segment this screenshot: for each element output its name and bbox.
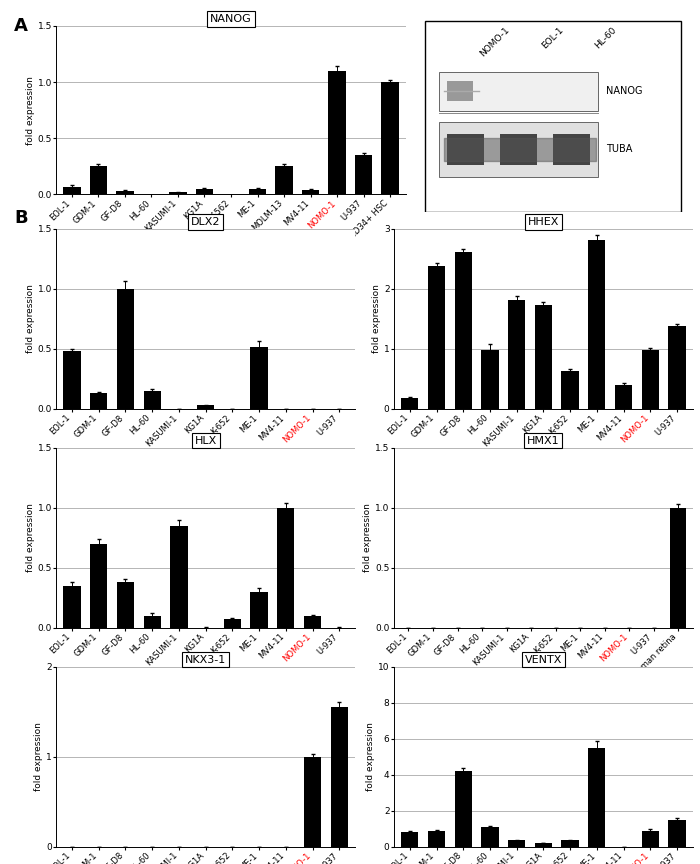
Text: HL-60: HL-60 xyxy=(593,25,618,50)
Bar xyxy=(302,190,319,194)
Bar xyxy=(224,619,241,628)
Bar xyxy=(223,194,239,195)
Bar xyxy=(170,526,188,628)
Bar xyxy=(439,123,598,177)
Title: HMX1: HMX1 xyxy=(527,435,560,446)
Title: HLX: HLX xyxy=(195,435,217,446)
Text: NOMO-1: NOMO-1 xyxy=(479,25,512,58)
Bar xyxy=(197,405,214,409)
Bar xyxy=(117,582,134,628)
Bar xyxy=(561,372,579,409)
Y-axis label: fold expression: fold expression xyxy=(26,504,35,572)
Bar xyxy=(63,586,80,628)
Bar xyxy=(401,832,419,847)
Bar xyxy=(275,166,293,194)
Bar xyxy=(382,82,399,194)
Bar xyxy=(561,841,579,847)
Title: HHEX: HHEX xyxy=(528,217,559,226)
Bar xyxy=(90,543,107,628)
Bar xyxy=(117,289,134,409)
Bar xyxy=(144,391,161,409)
Bar xyxy=(116,191,134,194)
Bar xyxy=(428,266,445,409)
Text: EOL-1: EOL-1 xyxy=(540,25,565,50)
Bar xyxy=(330,708,348,847)
Bar xyxy=(482,827,498,847)
Title: VENTX: VENTX xyxy=(525,655,562,664)
Bar xyxy=(671,508,686,628)
Bar xyxy=(428,830,445,847)
Bar xyxy=(304,757,321,847)
Bar xyxy=(615,385,632,409)
Bar xyxy=(454,251,472,409)
Bar xyxy=(668,820,686,847)
Bar xyxy=(642,830,659,847)
Bar xyxy=(144,616,161,628)
Bar xyxy=(251,592,267,628)
Y-axis label: fold expression: fold expression xyxy=(34,722,43,791)
Bar xyxy=(588,747,606,847)
Text: B: B xyxy=(14,209,27,227)
Title: NKX3-1: NKX3-1 xyxy=(185,655,226,664)
Bar xyxy=(447,134,484,165)
Bar xyxy=(169,192,187,194)
Bar xyxy=(277,508,295,628)
Bar xyxy=(90,166,107,194)
Bar xyxy=(553,134,590,165)
Bar xyxy=(508,300,525,409)
Text: A: A xyxy=(14,17,28,35)
Bar xyxy=(90,393,107,409)
Bar xyxy=(196,189,213,194)
Bar xyxy=(508,841,525,847)
Bar xyxy=(642,350,659,409)
Bar xyxy=(328,71,346,194)
Bar xyxy=(63,187,80,194)
Y-axis label: fold expression: fold expression xyxy=(26,76,35,144)
Bar xyxy=(500,134,537,165)
Bar xyxy=(401,398,419,409)
Y-axis label: fold expression: fold expression xyxy=(372,284,381,353)
Bar xyxy=(63,352,80,409)
Bar xyxy=(588,240,606,409)
Bar xyxy=(535,843,552,847)
Bar xyxy=(454,772,472,847)
Y-axis label: fold expression: fold expression xyxy=(363,504,372,572)
Y-axis label: fold expression: fold expression xyxy=(366,722,375,791)
Text: TUBA: TUBA xyxy=(606,144,633,155)
Bar xyxy=(355,156,372,194)
Bar xyxy=(143,194,160,195)
Title: NANOG: NANOG xyxy=(210,14,252,23)
Bar xyxy=(249,189,266,194)
Y-axis label: fold expression: fold expression xyxy=(26,284,35,353)
Bar xyxy=(535,305,552,409)
Bar xyxy=(251,346,267,409)
Bar xyxy=(304,616,321,628)
Bar xyxy=(439,72,598,111)
Title: DLX2: DLX2 xyxy=(191,217,220,226)
Bar xyxy=(668,327,686,409)
Bar xyxy=(447,81,473,101)
Bar xyxy=(482,350,498,409)
Text: NANOG: NANOG xyxy=(606,86,643,96)
